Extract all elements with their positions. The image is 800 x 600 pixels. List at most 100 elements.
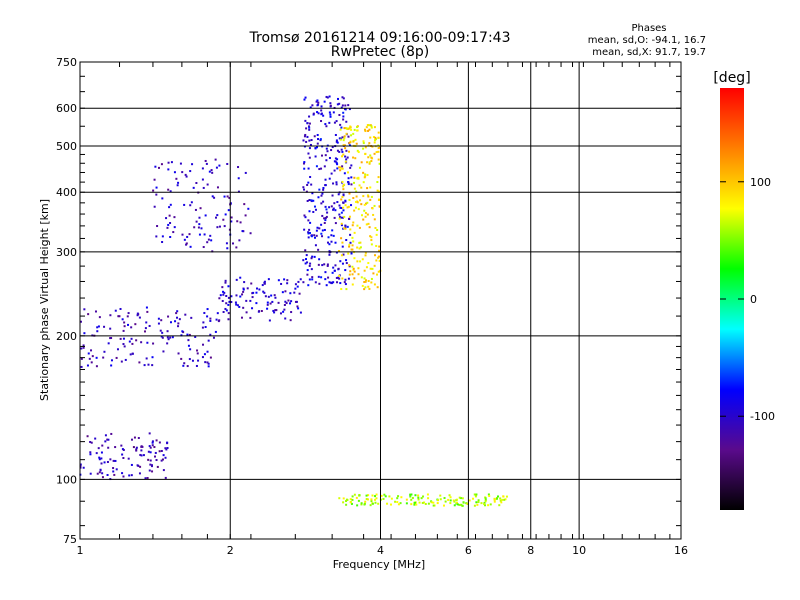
data-point <box>343 172 346 175</box>
data-point <box>314 236 317 239</box>
data-point <box>355 496 358 499</box>
data-point <box>304 216 307 219</box>
data-point <box>328 253 331 256</box>
data-point <box>337 193 340 196</box>
data-point <box>182 364 185 367</box>
data-point <box>373 283 376 286</box>
data-point <box>388 495 391 498</box>
colorbar-tick-label: 0 <box>750 293 757 306</box>
data-point <box>325 147 328 150</box>
data-point <box>130 438 133 441</box>
data-point <box>318 258 321 261</box>
data-point <box>353 231 356 234</box>
data-point <box>285 302 288 305</box>
data-point <box>353 209 356 212</box>
data-point <box>366 194 369 197</box>
data-point <box>219 294 222 297</box>
data-point <box>340 222 343 225</box>
data-point <box>198 233 201 236</box>
data-point <box>338 137 341 140</box>
data-point <box>324 217 327 220</box>
data-point <box>224 213 227 216</box>
data-point <box>372 135 375 138</box>
data-point <box>348 127 351 130</box>
data-point <box>107 438 110 441</box>
data-point <box>160 335 163 338</box>
data-point <box>161 331 164 334</box>
data-point <box>139 453 142 456</box>
data-point <box>127 323 130 326</box>
data-point <box>303 98 306 101</box>
data-point <box>367 279 370 282</box>
data-point <box>356 126 359 129</box>
data-point <box>455 501 458 504</box>
data-point <box>333 269 336 272</box>
data-point <box>98 471 101 474</box>
data-point <box>305 190 308 193</box>
data-point <box>364 152 367 155</box>
data-point <box>196 349 199 352</box>
data-point <box>340 216 343 219</box>
data-point <box>350 204 353 207</box>
data-point <box>354 138 357 141</box>
data-point <box>152 189 155 192</box>
data-point <box>369 186 372 189</box>
data-point <box>348 142 351 145</box>
data-point <box>236 304 239 307</box>
data-point <box>365 223 368 226</box>
data-point <box>364 280 367 283</box>
data-point <box>275 309 278 312</box>
data-point <box>109 314 112 317</box>
data-point <box>370 236 373 239</box>
data-point <box>168 206 171 209</box>
data-point <box>370 125 373 128</box>
data-point <box>480 502 483 505</box>
data-point <box>311 104 314 107</box>
data-point <box>245 311 248 314</box>
data-point <box>342 209 345 212</box>
data-point <box>352 240 355 243</box>
data-point <box>123 321 126 324</box>
data-point <box>363 502 366 505</box>
data-point <box>345 158 348 161</box>
data-point <box>244 171 247 174</box>
data-point <box>151 441 154 444</box>
data-point <box>334 133 337 136</box>
data-point <box>318 227 321 230</box>
data-point <box>378 249 381 252</box>
data-point <box>99 469 102 472</box>
data-point <box>260 310 263 313</box>
data-point <box>477 499 480 502</box>
data-point <box>297 307 300 310</box>
data-point <box>370 500 373 503</box>
data-point <box>167 315 170 318</box>
data-point <box>227 318 230 321</box>
data-point <box>334 157 337 160</box>
data-point <box>225 302 228 305</box>
data-point <box>362 147 365 150</box>
data-point <box>242 290 245 293</box>
data-point <box>339 123 342 126</box>
data-point <box>349 144 352 147</box>
data-point <box>304 133 307 136</box>
data-point <box>204 361 207 364</box>
data-point <box>230 220 233 223</box>
data-point <box>110 432 113 435</box>
data-point <box>216 312 219 315</box>
data-point <box>336 281 339 284</box>
data-point <box>313 135 316 138</box>
data-point <box>449 502 452 505</box>
data-point <box>103 461 106 464</box>
data-point <box>330 240 333 243</box>
data-point <box>443 504 446 507</box>
data-point <box>336 103 339 106</box>
data-point <box>311 192 314 195</box>
data-point <box>358 184 361 187</box>
data-point <box>336 141 339 144</box>
data-point <box>328 243 331 246</box>
data-point <box>316 226 319 229</box>
data-point <box>122 448 125 451</box>
data-point <box>348 192 351 195</box>
data-point <box>145 357 148 360</box>
data-point <box>198 223 201 226</box>
